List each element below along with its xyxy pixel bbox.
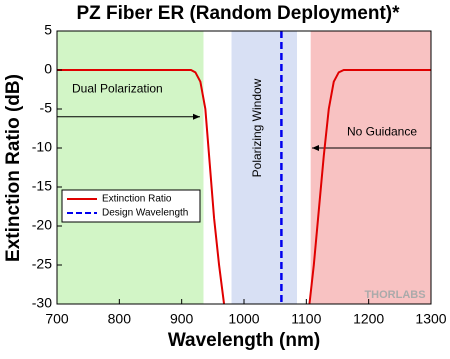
watermark: THORLABS bbox=[364, 289, 425, 301]
y-tick-label: 5 bbox=[44, 22, 52, 38]
legend-label: Design Wavelength bbox=[102, 208, 188, 219]
arrow-head bbox=[312, 145, 319, 151]
x-tick-label: 800 bbox=[108, 311, 132, 327]
region bbox=[57, 31, 204, 304]
x-axis-label: Wavelength (nm) bbox=[168, 330, 320, 351]
y-tick-label: -25 bbox=[32, 256, 52, 272]
region bbox=[310, 31, 431, 304]
chart-title: PZ Fiber ER (Random Deployment)* bbox=[76, 3, 400, 24]
y-tick-label: -15 bbox=[32, 178, 52, 194]
x-tick-label: 1300 bbox=[415, 311, 446, 327]
data-line bbox=[57, 69, 431, 305]
arrow-head bbox=[193, 113, 200, 120]
x-tick-label: 1000 bbox=[228, 311, 259, 327]
x-tick-label: 700 bbox=[45, 311, 69, 327]
y-tick-label: -30 bbox=[32, 295, 52, 311]
annotation: Polarizing Window bbox=[250, 78, 264, 177]
annotation: No Guidance bbox=[347, 125, 417, 139]
x-tick-label: 1200 bbox=[353, 311, 384, 327]
y-tick-label: -5 bbox=[40, 100, 53, 116]
y-tick-label: -10 bbox=[32, 139, 52, 155]
annotation: Dual Polarization bbox=[72, 82, 163, 96]
x-tick-label: 900 bbox=[170, 311, 194, 327]
legend-label: Extinction Ratio bbox=[102, 194, 172, 205]
legend-box bbox=[61, 189, 201, 223]
y-axis-label: Extinction Ratio (dB) bbox=[3, 74, 24, 262]
y-tick-label: 0 bbox=[44, 61, 52, 77]
y-tick-label: -20 bbox=[32, 217, 52, 233]
region bbox=[231, 31, 297, 304]
x-tick-label: 1100 bbox=[291, 311, 321, 327]
